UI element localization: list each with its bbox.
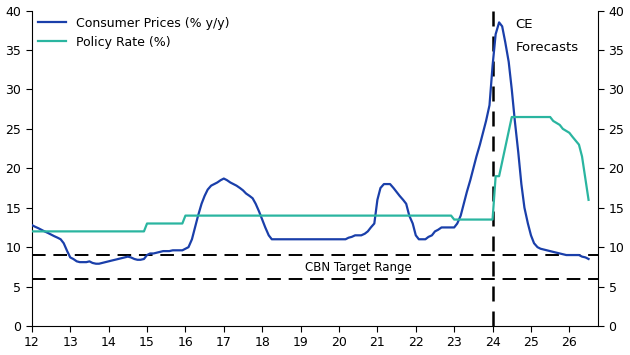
Policy Rate (%) bbox=[578, 154, 586, 159]
Policy Rate (%) bbox=[566, 131, 573, 135]
Policy Rate (%) bbox=[166, 222, 173, 226]
Policy Rate (%) bbox=[143, 222, 151, 226]
Consumer Prices (% y/y) bbox=[192, 225, 199, 230]
Line: Consumer Prices (% y/y): Consumer Prices (% y/y) bbox=[32, 22, 588, 264]
Policy Rate (%) bbox=[178, 222, 186, 226]
Policy Rate (%) bbox=[495, 174, 503, 178]
Policy Rate (%) bbox=[83, 229, 90, 234]
Policy Rate (%) bbox=[585, 198, 592, 202]
Consumer Prices (% y/y) bbox=[73, 259, 81, 263]
Policy Rate (%) bbox=[527, 115, 535, 119]
Legend: Consumer Prices (% y/y), Policy Rate (%): Consumer Prices (% y/y), Policy Rate (%) bbox=[35, 13, 233, 53]
Policy Rate (%) bbox=[163, 222, 170, 226]
Policy Rate (%) bbox=[489, 217, 496, 222]
Policy Rate (%) bbox=[28, 229, 36, 234]
Policy Rate (%) bbox=[492, 174, 500, 178]
Policy Rate (%) bbox=[486, 217, 493, 222]
Policy Rate (%) bbox=[450, 217, 458, 222]
Policy Rate (%) bbox=[201, 213, 209, 218]
Text: CE: CE bbox=[515, 18, 533, 32]
Policy Rate (%) bbox=[181, 213, 189, 218]
Text: Forecasts: Forecasts bbox=[515, 40, 579, 54]
Policy Rate (%) bbox=[64, 229, 71, 234]
Consumer Prices (% y/y) bbox=[28, 223, 36, 227]
Policy Rate (%) bbox=[540, 115, 547, 119]
Policy Rate (%) bbox=[86, 229, 93, 234]
Line: Policy Rate (%): Policy Rate (%) bbox=[32, 117, 588, 231]
Policy Rate (%) bbox=[121, 229, 129, 234]
Policy Rate (%) bbox=[204, 213, 212, 218]
Policy Rate (%) bbox=[546, 115, 554, 119]
Consumer Prices (% y/y) bbox=[444, 225, 452, 230]
Consumer Prices (% y/y) bbox=[505, 60, 512, 64]
Text: CBN Target Range: CBN Target Range bbox=[305, 261, 411, 274]
Policy Rate (%) bbox=[66, 229, 74, 234]
Policy Rate (%) bbox=[511, 115, 518, 119]
Policy Rate (%) bbox=[556, 123, 564, 127]
Policy Rate (%) bbox=[124, 229, 132, 234]
Policy Rate (%) bbox=[140, 229, 148, 234]
Policy Rate (%) bbox=[447, 213, 455, 218]
Policy Rate (%) bbox=[530, 115, 538, 119]
Consumer Prices (% y/y) bbox=[495, 20, 503, 24]
Consumer Prices (% y/y) bbox=[92, 262, 100, 266]
Consumer Prices (% y/y) bbox=[585, 257, 592, 261]
Policy Rate (%) bbox=[575, 142, 583, 147]
Consumer Prices (% y/y) bbox=[396, 194, 403, 198]
Policy Rate (%) bbox=[569, 135, 576, 139]
Policy Rate (%) bbox=[508, 115, 515, 119]
Policy Rate (%) bbox=[549, 119, 557, 123]
Policy Rate (%) bbox=[537, 115, 544, 119]
Policy Rate (%) bbox=[559, 127, 566, 131]
Consumer Prices (% y/y) bbox=[227, 180, 234, 185]
